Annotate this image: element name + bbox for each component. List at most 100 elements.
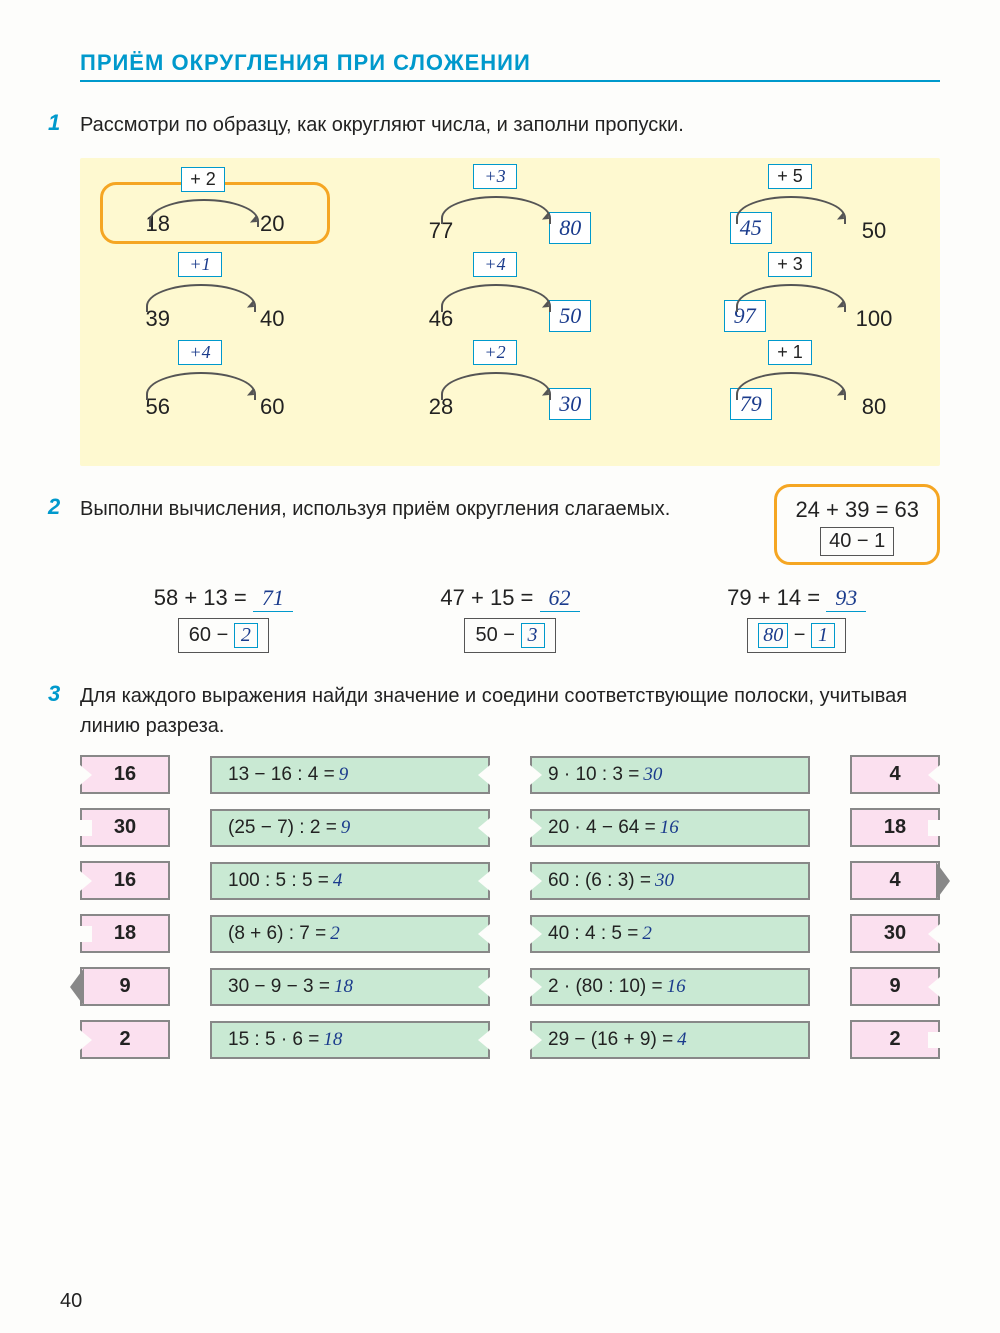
- strip-answer: 30: [655, 870, 674, 892]
- ex3-row: 2 15 : 5 · 6 =18 29 − (16 + 9) =4 2: [80, 1020, 940, 1059]
- round-item: 3940+1: [100, 270, 330, 332]
- round-to: 80: [862, 394, 886, 420]
- round-to: 100: [856, 306, 893, 332]
- round-to: 40: [260, 306, 284, 332]
- arc-arrow: [146, 284, 256, 312]
- ex3-row: 9 30 − 9 − 3 =18 2 · (80 : 10) =16 9: [80, 967, 940, 1006]
- ex2-answer: 93: [826, 585, 866, 612]
- strip-expr: 40 : 4 : 5 =: [548, 923, 638, 945]
- pink-strip: 16: [80, 861, 170, 900]
- strip-expr: 29 − (16 + 9) =: [548, 1029, 673, 1051]
- pink-strip: 30: [80, 808, 170, 847]
- pink-strip: 4: [850, 861, 940, 900]
- strip-answer: 4: [333, 870, 343, 892]
- round-item: 2830+2: [395, 358, 625, 420]
- green-strip: (8 + 6) : 7 =2: [210, 915, 490, 953]
- pink-strip: 18: [80, 914, 170, 953]
- strip-answer: 2: [642, 923, 652, 945]
- ex2-answer: 71: [253, 585, 293, 612]
- exercise-2: 2 Выполни вычисления, используя приём ок…: [80, 494, 940, 653]
- ex2-item: 47 + 15 = 6250 − 3: [440, 585, 579, 653]
- arc-label: +1: [178, 252, 222, 277]
- strip-answer: 2: [330, 923, 340, 945]
- green-strip: 30 − 9 − 3 =18: [210, 968, 490, 1006]
- pink-strip: 2: [80, 1020, 170, 1059]
- strip-expr: 13 − 16 : 4 =: [228, 764, 335, 786]
- strip-expr: 9 · 10 : 3 =: [548, 764, 639, 786]
- arc-label: + 5: [768, 164, 812, 189]
- pink-strip: 30: [850, 914, 940, 953]
- page-number: 40: [60, 1290, 82, 1313]
- arc-label: + 3: [768, 252, 812, 277]
- arc-arrow: [441, 196, 551, 224]
- ex2-answer: 62: [540, 585, 580, 612]
- arc-arrow: [441, 372, 551, 400]
- strip-expr: (8 + 6) : 7 =: [228, 923, 326, 945]
- exercise-3-number: 3: [48, 681, 60, 707]
- green-strip: 13 − 16 : 4 =9: [210, 756, 490, 794]
- strip-expr: 20 · 4 − 64 =: [548, 817, 656, 839]
- pink-strip: 9: [850, 967, 940, 1006]
- pink-strip: 9: [80, 967, 170, 1006]
- round-to: 20: [260, 211, 284, 237]
- strip-answer: 30: [643, 764, 662, 786]
- arc-arrow: [146, 372, 256, 400]
- example-sub: 40 − 1: [820, 527, 894, 556]
- strip-expr: 60 : (6 : 3) =: [548, 870, 651, 892]
- ex2-sub: 80 − 1: [747, 618, 846, 653]
- exercise-2-number: 2: [48, 494, 60, 520]
- exercise-1-number: 1: [48, 110, 60, 136]
- strip-expr: 15 : 5 · 6 =: [228, 1029, 319, 1051]
- arc-label: +4: [178, 340, 222, 365]
- strip-answer: 16: [667, 976, 686, 998]
- round-item: 5660+4: [100, 358, 330, 420]
- strip-answer: 16: [660, 817, 679, 839]
- strip-answer: 18: [334, 976, 353, 998]
- green-strip: 60 : (6 : 3) =30: [530, 862, 810, 900]
- round-to: 80: [549, 212, 591, 244]
- green-strip: 9 · 10 : 3 =30: [530, 756, 810, 794]
- arc-label: +3: [473, 164, 517, 189]
- arc-arrow: [736, 372, 846, 400]
- strip-answer: 18: [323, 1029, 342, 1051]
- round-to: 50: [862, 218, 886, 244]
- arc-label: + 1: [768, 340, 812, 365]
- arc-label: +2: [473, 340, 517, 365]
- green-strip: 2 · (80 : 10) =16: [530, 968, 810, 1006]
- strip-answer: 9: [341, 817, 351, 839]
- round-item: 4650+4: [395, 270, 625, 332]
- round-to: 30: [549, 388, 591, 420]
- exercise-1-box: 1820+ 27780+34550+ 53940+14650+497100+ 3…: [80, 158, 940, 466]
- strip-expr: (25 − 7) : 2 =: [228, 817, 337, 839]
- exercise-3-text: Для каждого выражения найди значение и с…: [80, 681, 940, 741]
- ex3-row: 1613 − 16 : 4 =99 · 10 : 3 =304: [80, 755, 940, 794]
- exercise-2-text: Выполни вычисления, используя приём окру…: [80, 494, 744, 524]
- strip-expr: 100 : 5 : 5 =: [228, 870, 329, 892]
- ex3-row: 16100 : 5 : 5 =460 : (6 : 3) =304: [80, 861, 940, 900]
- pink-strip: 16: [80, 755, 170, 794]
- arc-label: + 2: [181, 167, 225, 192]
- pink-strip: 2: [850, 1020, 940, 1059]
- green-strip: 40 : 4 : 5 =2: [530, 915, 810, 953]
- pink-strip: 18: [850, 808, 940, 847]
- page-title: ПРИЁМ ОКРУГЛЕНИЯ ПРИ СЛОЖЕНИИ: [80, 50, 940, 82]
- arc-arrow: [736, 196, 846, 224]
- ex2-expr: 47 + 15 =: [440, 585, 533, 610]
- arc-arrow: [736, 284, 846, 312]
- round-item: 7780+3: [395, 182, 625, 244]
- round-to: 60: [260, 394, 284, 420]
- round-item: 1820+ 2: [100, 182, 330, 244]
- ex2-sub: 60 − 2: [178, 618, 269, 653]
- ex3-row: 30 (25 − 7) : 2 =9 20 · 4 − 64 =16 18: [80, 808, 940, 847]
- arc-arrow: [441, 284, 551, 312]
- round-item: 7980+ 1: [690, 358, 920, 420]
- strip-answer: 9: [339, 764, 349, 786]
- strip-expr: 2 · (80 : 10) =: [548, 976, 663, 998]
- example-expr: 24 + 39 = 63: [795, 497, 919, 523]
- exercise-3-strips: 1613 − 16 : 4 =99 · 10 : 3 =30430(25 − 7…: [80, 755, 940, 1059]
- exercise-1-text: Рассмотри по образцу, как округляют числ…: [80, 110, 940, 140]
- ex2-expr: 58 + 13 =: [154, 585, 247, 610]
- strip-answer: 4: [677, 1029, 687, 1051]
- round-item: 4550+ 5: [690, 182, 920, 244]
- arc-label: +4: [473, 252, 517, 277]
